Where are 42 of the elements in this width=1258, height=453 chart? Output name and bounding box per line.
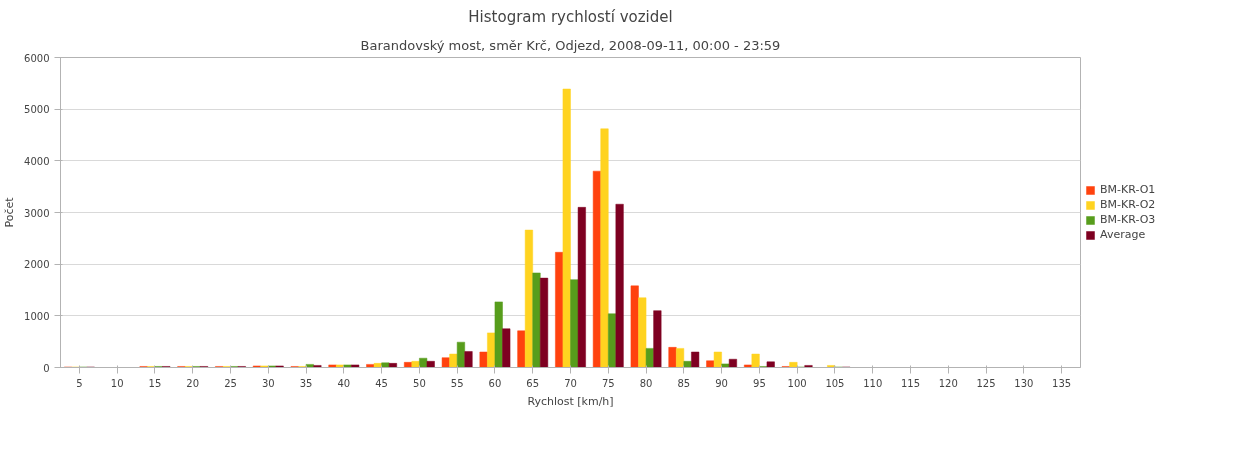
x-axis-title: Rychlost [km/h]: [527, 394, 614, 408]
x-tick-label: 135: [1052, 377, 1072, 389]
x-tick-label: 130: [1014, 377, 1034, 389]
x-tick-label: 120: [938, 377, 958, 389]
x-tick-label: 70: [564, 377, 577, 389]
x-tick-label: 40: [337, 377, 351, 389]
x-tick-label: 20: [186, 377, 200, 389]
legend-label: BM-KR-O1: [1100, 183, 1156, 196]
x-tick-label: 55: [450, 377, 464, 389]
x-tick-label: 25: [224, 377, 237, 389]
x-tick-label: 65: [526, 377, 540, 389]
y-tick-label: 1000: [24, 310, 50, 322]
x-tick-label: 30: [261, 377, 275, 389]
x-tick-label: 125: [976, 377, 996, 389]
x-tick-label: 80: [639, 377, 653, 389]
y-tick-label: 2000: [24, 259, 50, 271]
y-tick-label: 5000: [24, 104, 50, 116]
x-tick-label: 115: [900, 377, 921, 389]
chart-title: Histogram rychlostí vozidel: [468, 7, 673, 26]
x-tick-label: 5: [76, 377, 83, 389]
x-tick-label: 105: [825, 377, 845, 389]
y-tick-label: 6000: [24, 52, 50, 64]
y-tick-label: 3000: [24, 207, 50, 219]
x-tick-label: 45: [375, 377, 388, 389]
x-tick-label: 100: [787, 377, 807, 389]
x-tick-label: 110: [863, 377, 883, 389]
x-tick-label: 90: [715, 377, 728, 389]
x-tick-label: 35: [299, 377, 313, 389]
y-tick-label: 4000: [24, 155, 50, 167]
legend-label: BM-KR-O3: [1100, 213, 1156, 226]
legend-label: Average: [1100, 228, 1146, 241]
x-tick-label: 15: [148, 377, 162, 389]
chart-subtitle: Barandovský most, směr Krč, Odjezd, 2008-09-11, 00:00 - 23:59: [360, 37, 781, 53]
y-axis-title: Počet: [3, 196, 17, 228]
x-tick-label: 60: [488, 377, 502, 389]
x-tick-label: 95: [753, 377, 766, 389]
x-tick-label: 10: [110, 377, 124, 389]
x-tick-label: 75: [601, 377, 615, 389]
legend-label: BM-KR-O2: [1100, 198, 1156, 211]
x-tick-label: 85: [677, 377, 691, 389]
x-tick-label: 50: [413, 377, 426, 389]
y-tick-label: 0: [43, 362, 50, 374]
